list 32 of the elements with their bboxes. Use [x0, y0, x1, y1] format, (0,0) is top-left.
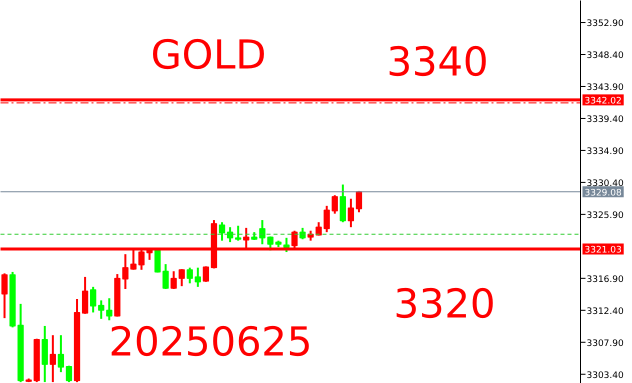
y-tick-label: 3312.40: [586, 306, 624, 317]
y-tick-label: 3352.90: [586, 19, 624, 30]
candlestick: [58, 334, 64, 374]
candlestick: [1, 272, 8, 320]
candlestick: [66, 364, 72, 383]
candlestick: [82, 276, 88, 315]
y-tick-label: 3343.90: [586, 82, 624, 93]
candlestick: [162, 263, 169, 290]
y-tick-label: 3334.90: [586, 146, 624, 157]
y-tick-label: 3330.40: [586, 178, 624, 189]
candlestick: [226, 226, 234, 244]
y-tick-label: 3316.90: [586, 274, 624, 285]
y-tick-label: 3348.40: [586, 51, 624, 62]
candlestick: [202, 265, 210, 283]
annotation: GOLD: [150, 32, 266, 78]
annotation: 3320: [394, 282, 496, 328]
annotation: 3340: [386, 40, 488, 86]
candlestick: [50, 334, 56, 383]
candlestick: [348, 198, 354, 228]
ref-line-label: 3342.02: [584, 96, 622, 106]
candlestick: [283, 236, 290, 254]
candlestick: [178, 268, 185, 288]
y-tick-label: 3339.40: [586, 114, 624, 125]
ref-line-label: 3329.08: [584, 188, 622, 198]
y-tick-label: 3325.90: [586, 210, 624, 221]
y-tick-label: 3303.40: [586, 370, 624, 381]
annotation: 20250625: [108, 320, 312, 366]
y-tick-label: 3307.90: [586, 338, 624, 349]
candlestick: [170, 270, 177, 290]
ref-line-label: 3321.03: [584, 245, 622, 256]
candlestick: [235, 224, 242, 242]
candlestick: [218, 221, 226, 242]
